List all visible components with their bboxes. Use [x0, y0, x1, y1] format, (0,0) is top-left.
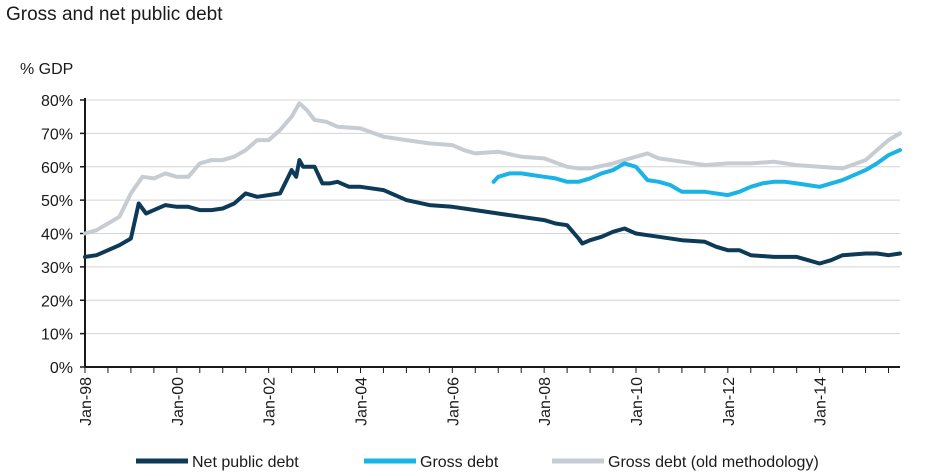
series-line-gross-debt-old-methodology [83, 101, 902, 236]
legend-label-gross-debt-old-methodology: Gross debt (old methodology) [608, 454, 819, 471]
y-tick-label: 30% [41, 260, 73, 277]
y-tick-label: 40% [41, 227, 73, 244]
y-tick-label: 80% [41, 93, 73, 110]
x-tick-label: Jan-02 [262, 377, 279, 426]
axes [80, 98, 900, 373]
x-tick-label: Jan-10 [629, 377, 646, 426]
legend-label-net-public-debt: Net public debt [192, 454, 299, 471]
series-lines [83, 101, 902, 266]
x-tick-label: Jan-98 [78, 377, 95, 426]
y-tick-label: 60% [41, 160, 73, 177]
x-tick-label: Jan-06 [445, 377, 462, 426]
x-tick-label: Jan-08 [537, 377, 554, 426]
x-tick-label: Jan-00 [170, 377, 187, 426]
x-tick-label: Jan-14 [813, 377, 830, 426]
tick-labels: 0% 10% 20% 30% 40% 50% 60% 70% 80% % GDP Jan-98 Jan… [20, 61, 830, 426]
chart-title: Gross and net public debt [6, 4, 223, 25]
legend-label-gross-debt: Gross debt [420, 454, 499, 471]
gridlines [85, 99, 900, 335]
y-tick-label: 70% [41, 126, 73, 143]
y-tick-label: 0% [50, 360, 73, 377]
legend: Net public debt Gross debt Gross debt (old… [136, 454, 819, 471]
series-line-gross-debt [491, 148, 902, 198]
y-tick-label: 20% [41, 293, 73, 310]
y-tick-label: 50% [41, 193, 73, 210]
x-tick-label: Jan-12 [721, 377, 738, 426]
x-tick-label: Jan-04 [353, 377, 370, 426]
y-axis-label: % GDP [20, 61, 73, 78]
series-line-net-public-debt [83, 158, 902, 266]
y-tick-label: 10% [41, 327, 73, 344]
